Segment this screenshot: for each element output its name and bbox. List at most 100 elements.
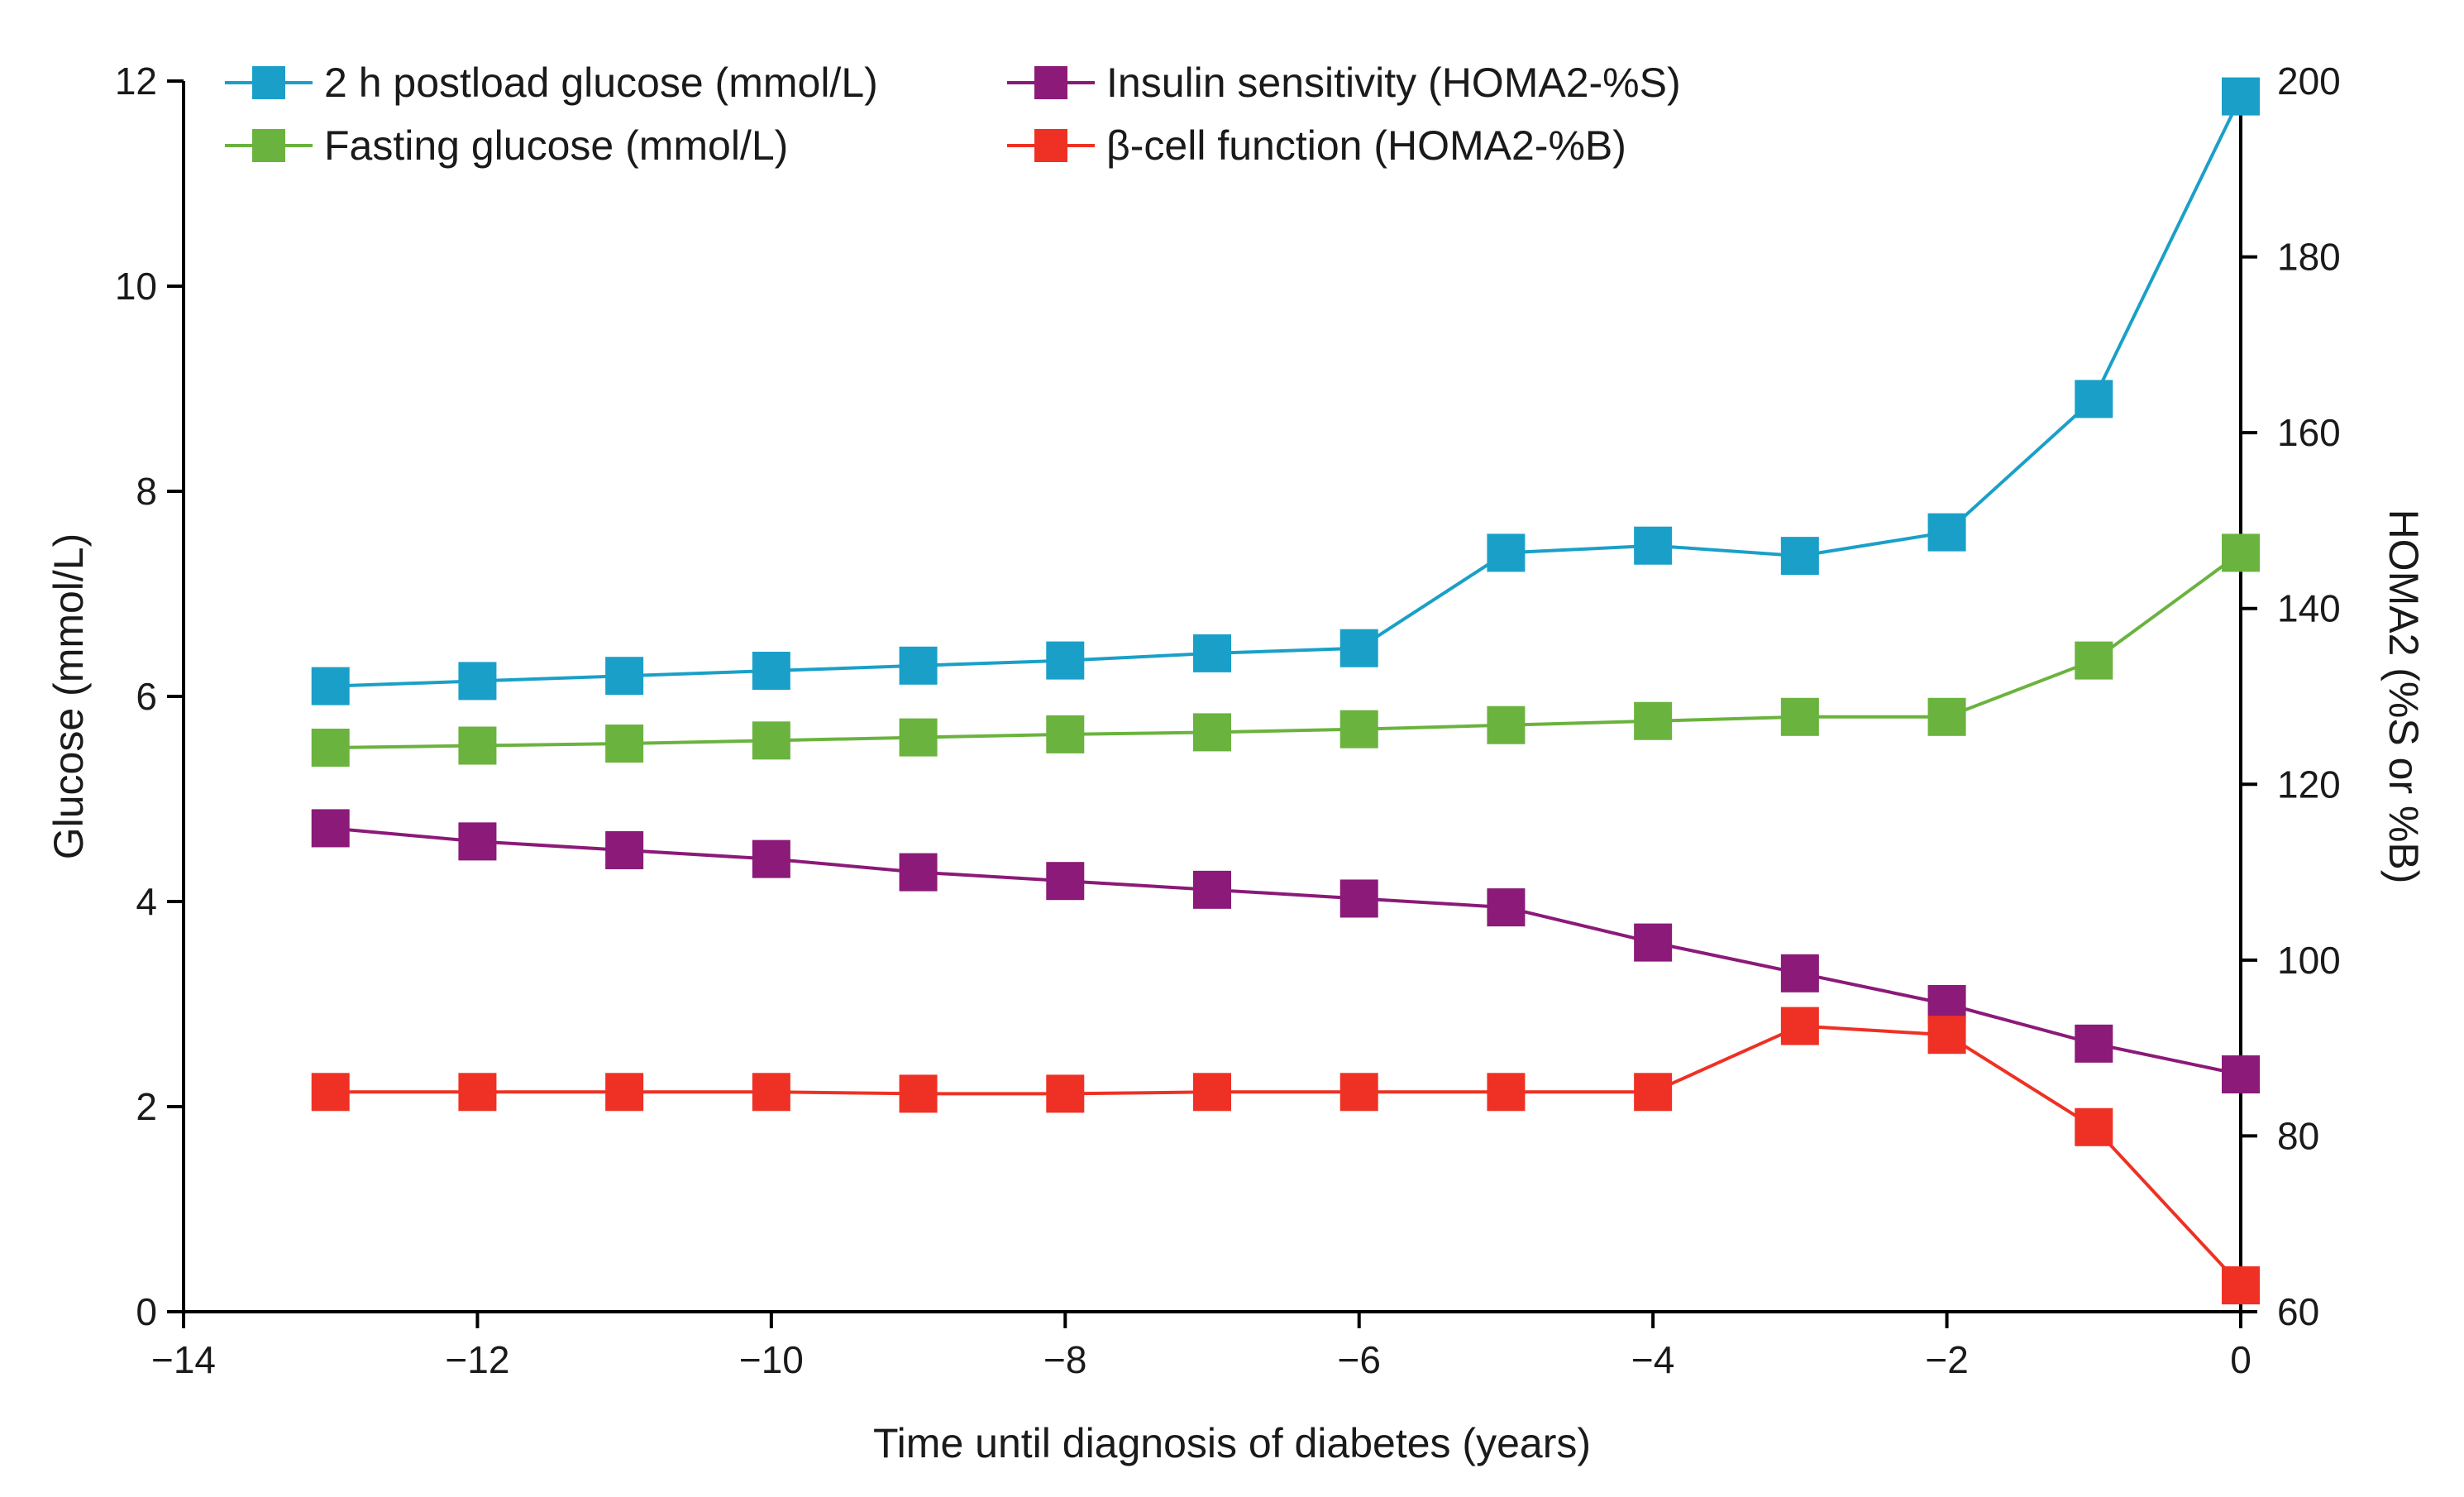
- series-postload-glucose: [311, 77, 2260, 705]
- data-point-fasting-glucose: [1634, 701, 1673, 740]
- x-tick-label: −8: [1043, 1338, 1086, 1381]
- data-point-insulin-sensitivity: [1193, 870, 1231, 909]
- data-point-beta-cell-function: [1339, 1073, 1378, 1112]
- data-point-postload-glucose: [1339, 629, 1378, 667]
- data-point-insulin-sensitivity: [311, 809, 350, 848]
- data-point-fasting-glucose: [1487, 705, 1526, 744]
- data-point-insulin-sensitivity: [752, 839, 790, 878]
- data-point-beta-cell-function: [1046, 1074, 1085, 1113]
- data-point-postload-glucose: [1780, 537, 1819, 576]
- data-point-beta-cell-function: [458, 1073, 497, 1112]
- data-point-fasting-glucose: [458, 726, 497, 765]
- data-point-insulin-sensitivity: [2075, 1024, 2113, 1063]
- x-tick-label: −14: [151, 1338, 216, 1381]
- legend-marker-fasting: [252, 129, 285, 162]
- left-y-ticks: 0 2 4 6 8 10 12: [115, 60, 184, 1333]
- data-point-postload-glucose: [458, 662, 497, 701]
- data-point-insulin-sensitivity: [1634, 923, 1673, 962]
- legend-item-fasting: Fasting glucose (mmol/L): [225, 122, 788, 169]
- data-point-postload-glucose: [899, 646, 938, 685]
- data-point-postload-glucose: [1046, 641, 1085, 680]
- series-layer: [311, 77, 2260, 1305]
- legend-label-beta: β-cell function (HOMA2-%B): [1106, 122, 1626, 169]
- data-point-postload-glucose: [311, 667, 350, 705]
- x-tick-label: −4: [1631, 1338, 1674, 1381]
- data-point-insulin-sensitivity: [458, 822, 497, 861]
- data-point-beta-cell-function: [752, 1073, 790, 1112]
- data-point-insulin-sensitivity: [1780, 954, 1819, 992]
- x-tick-label: −10: [739, 1338, 804, 1381]
- x-ticks: −14 −12 −10 −8 −6 −4 −2 0: [151, 1312, 2252, 1381]
- data-point-postload-glucose: [605, 657, 644, 696]
- x-tick-label: −2: [1925, 1338, 1968, 1381]
- data-point-insulin-sensitivity: [1487, 888, 1526, 927]
- legend-label-postload: 2 h postload glucose (mmol/L): [324, 60, 878, 106]
- data-point-postload-glucose: [1193, 634, 1231, 672]
- data-point-beta-cell-function: [899, 1074, 938, 1113]
- left-y-axis-title: Glucose (mmol/L): [45, 533, 92, 860]
- data-point-insulin-sensitivity: [1046, 862, 1085, 901]
- left-y-tick-label: 8: [136, 470, 157, 513]
- data-point-postload-glucose: [752, 652, 790, 690]
- series-line-fasting-glucose: [330, 551, 2242, 749]
- data-point-beta-cell-function: [1487, 1073, 1526, 1112]
- right-y-tick-label: 80: [2277, 1114, 2319, 1157]
- data-point-insulin-sensitivity: [1339, 879, 1378, 918]
- data-point-beta-cell-function: [2075, 1107, 2113, 1146]
- series-line-postload-glucose: [330, 95, 2242, 688]
- data-point-beta-cell-function: [311, 1073, 350, 1112]
- right-y-tick-label: 120: [2277, 763, 2341, 806]
- legend-marker-insulin: [1034, 66, 1067, 99]
- x-tick-label: −12: [445, 1338, 509, 1381]
- x-axis-title: Time until diagnosis of diabetes (years): [873, 1420, 1591, 1466]
- left-y-tick-label: 2: [136, 1085, 157, 1128]
- left-y-tick-label: 12: [115, 60, 157, 103]
- right-y-axis-title: HOMA2 (%S or %B): [2380, 509, 2427, 884]
- data-point-insulin-sensitivity: [605, 831, 644, 869]
- data-point-beta-cell-function: [2222, 1266, 2260, 1305]
- data-point-beta-cell-function: [605, 1073, 644, 1112]
- legend-label-insulin: Insulin sensitivity (HOMA2-%S): [1106, 60, 1681, 106]
- data-point-fasting-glucose: [2222, 533, 2260, 572]
- data-point-insulin-sensitivity: [899, 853, 938, 892]
- legend-item-insulin: Insulin sensitivity (HOMA2-%S): [1007, 60, 1681, 106]
- data-point-beta-cell-function: [1193, 1073, 1231, 1112]
- left-y-tick-label: 4: [136, 880, 157, 923]
- data-point-fasting-glucose: [1193, 713, 1231, 752]
- series-line-beta-cell-function: [330, 1024, 2242, 1287]
- data-point-insulin-sensitivity: [2222, 1055, 2260, 1094]
- series-fasting-glucose: [311, 533, 2260, 767]
- series-beta-cell-function: [311, 1007, 2260, 1305]
- data-point-postload-glucose: [1927, 513, 1966, 552]
- right-y-tick-label: 100: [2277, 939, 2341, 982]
- data-point-fasting-glucose: [1046, 715, 1085, 753]
- legend-marker-postload: [252, 66, 285, 99]
- legend: 2 h postload glucose (mmol/L) Fasting gl…: [225, 60, 1681, 169]
- right-y-tick-label: 200: [2277, 60, 2341, 103]
- series-insulin-sensitivity: [311, 809, 2260, 1094]
- left-y-tick-label: 0: [136, 1290, 157, 1333]
- left-y-tick-label: 10: [115, 265, 157, 308]
- data-point-fasting-glucose: [605, 725, 644, 763]
- right-y-tick-label: 180: [2277, 236, 2341, 279]
- data-point-fasting-glucose: [1780, 697, 1819, 736]
- right-y-tick-label: 60: [2277, 1290, 2319, 1333]
- x-tick-label: 0: [2230, 1338, 2252, 1381]
- left-y-tick-label: 6: [136, 675, 157, 718]
- right-y-tick-label: 160: [2277, 411, 2341, 454]
- legend-label-fasting: Fasting glucose (mmol/L): [324, 122, 788, 169]
- data-point-fasting-glucose: [752, 721, 790, 760]
- data-point-fasting-glucose: [899, 718, 938, 757]
- legend-marker-beta: [1034, 129, 1067, 162]
- right-y-tick-label: 140: [2277, 587, 2341, 630]
- data-point-postload-glucose: [1634, 526, 1673, 565]
- data-point-fasting-glucose: [1927, 697, 1966, 736]
- data-point-beta-cell-function: [1780, 1007, 1819, 1045]
- series-line-insulin-sensitivity: [330, 826, 2242, 1076]
- data-point-postload-glucose: [2222, 77, 2260, 116]
- data-point-beta-cell-function: [1634, 1073, 1673, 1112]
- data-point-fasting-glucose: [311, 729, 350, 767]
- data-point-postload-glucose: [1487, 533, 1526, 572]
- legend-item-beta: β-cell function (HOMA2-%B): [1007, 122, 1626, 169]
- data-point-beta-cell-function: [1927, 1016, 1966, 1055]
